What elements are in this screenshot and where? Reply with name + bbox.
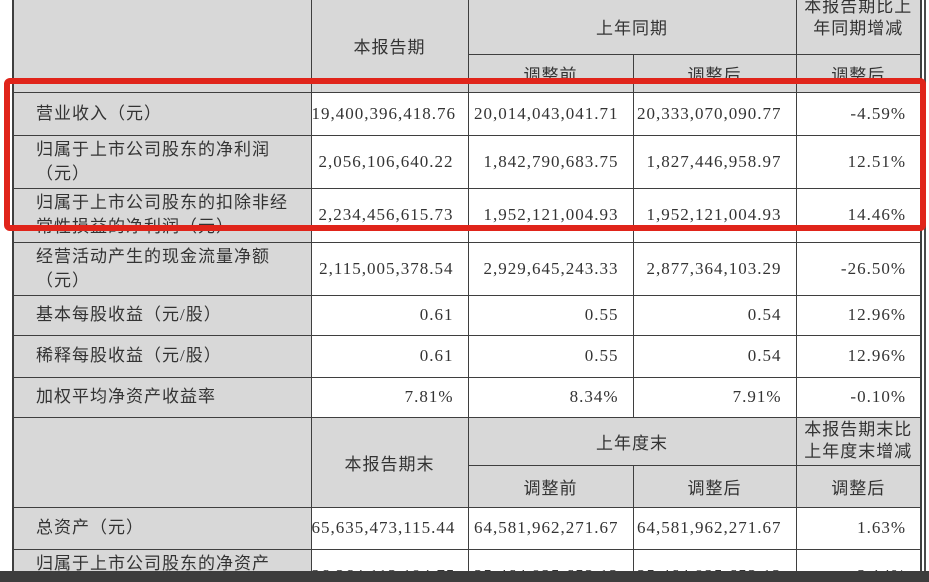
table-row: 营业收入（元） 19,400,396,418.76 20,014,043,041… — [12, 91, 922, 136]
current-period-cell: 19,400,396,418.76 — [310, 91, 469, 136]
current-period-cell: 0.61 — [310, 334, 469, 378]
row-label-cell: 归属于上市公司股东的扣除非经常性损益的净利润（元） — [12, 187, 312, 243]
header-prior-period-label: 上年同期 — [596, 19, 668, 39]
row-label-cell: 基本每股收益（元/股） — [12, 294, 312, 336]
page-right-edge — [924, 0, 926, 571]
page-bottom-bar — [0, 571, 929, 582]
row-label-cell: 总资产（元） — [12, 506, 312, 550]
prior-before-cell: 0.55 — [467, 294, 634, 336]
prior-after-cell: 1,827,446,958.97 — [632, 134, 797, 189]
header-change-after-adjust: 调整后 — [795, 464, 922, 508]
prior-after-cell: 7.91% — [632, 376, 797, 418]
table-row: 归属于上市公司股东的扣除非经常性损益的净利润（元） 2,234,456,615.… — [12, 187, 922, 243]
header-prior-year-end-group: 上年度末 — [467, 416, 797, 466]
prior-after-cell: 20,333,070,090.77 — [632, 91, 797, 136]
financial-summary-table: 本报告期 上年同期 本报告期比上年同期增减 调整前 调整后 调整后 营业收入（元… — [12, 0, 922, 582]
header-end-change-group-label: 本报告期末比上年度末增减 — [804, 420, 913, 461]
change-cell: -26.50% — [795, 241, 922, 296]
change-cell: -4.59% — [795, 91, 922, 136]
prior-before-cell: 1,842,790,683.75 — [467, 134, 634, 189]
header-end-change-group: 本报告期末比上年度末增减 — [795, 416, 922, 466]
prior-before-cell: 0.55 — [467, 334, 634, 378]
header-prior-period-group: 上年同期 — [467, 0, 797, 55]
change-cell: 14.46% — [795, 187, 922, 243]
prior-after-cell: 2,877,364,103.29 — [632, 241, 797, 296]
header-change-group: 本报告期比上年同期增减 — [795, 0, 922, 55]
table-row: 加权平均净资产收益率 7.81% 8.34% 7.91% -0.10% — [12, 376, 922, 418]
row-label-cell: 加权平均净资产收益率 — [12, 376, 312, 418]
prior-before-cell: 2,929,645,243.33 — [467, 241, 634, 296]
change-cell: -0.10% — [795, 376, 922, 418]
current-period-cell: 2,234,456,615.73 — [310, 187, 469, 243]
current-period-cell: 65,635,473,115.44 — [310, 506, 469, 550]
header-current-period-end: 本报告期末 — [310, 416, 469, 508]
prior-after-cell: 0.54 — [632, 294, 797, 336]
change-cell: 12.96% — [795, 334, 922, 378]
current-period-cell: 2,056,106,640.22 — [310, 134, 469, 189]
row-label-cell: 归属于上市公司股东的净利润（元） — [12, 134, 312, 189]
prior-after-cell: 1,952,121,004.93 — [632, 187, 797, 243]
current-period-cell: 0.61 — [310, 294, 469, 336]
header-after-adjust: 调整后 — [632, 464, 797, 508]
header-prior-year-end-label: 上年度末 — [596, 433, 668, 453]
header-current-period-label: 本报告期 — [353, 38, 426, 58]
table-row: 稀释每股收益（元/股） 0.61 0.55 0.54 12.96% — [12, 334, 922, 378]
header-before-adjust: 调整前 — [467, 464, 634, 508]
prior-before-cell: 1,952,121,004.93 — [467, 187, 634, 243]
prior-before-cell: 20,014,043,041.71 — [467, 91, 634, 136]
row-label-cell: 稀释每股收益（元/股） — [12, 334, 312, 378]
prior-after-cell: 0.54 — [632, 334, 797, 378]
table-row: 归属于上市公司股东的净利润（元） 2,056,106,640.22 1,842,… — [12, 134, 922, 189]
prior-after-cell: 64,581,962,271.67 — [632, 506, 797, 550]
header-current-period: 本报告期 — [310, 0, 469, 93]
change-cell: 12.51% — [795, 134, 922, 189]
prior-before-cell: 8.34% — [467, 376, 634, 418]
blank-corner-cell — [12, 0, 312, 93]
row-label-cell: 营业收入（元） — [12, 91, 312, 136]
change-cell: 12.96% — [795, 294, 922, 336]
current-period-cell: 7.81% — [310, 376, 469, 418]
prior-before-cell: 64,581,962,271.67 — [467, 506, 634, 550]
row-label-cell: 归属于上市公司股东的净资产（元） — [12, 548, 312, 582]
header-change-after-adjust: 调整后 — [795, 53, 922, 93]
header-after-adjust: 调整后 — [632, 53, 797, 93]
header-change-group-label: 本报告期比上年同期增减 — [804, 0, 913, 38]
row-label-cell: 经营活动产生的现金流量净额（元） — [12, 241, 312, 296]
current-period-cell: 2,115,005,378.54 — [310, 241, 469, 296]
header-before-adjust: 调整前 — [467, 53, 634, 93]
table-row: 经营活动产生的现金流量净额（元） 2,115,005,378.54 2,929,… — [12, 241, 922, 296]
table-row: 总资产（元） 65,635,473,115.44 64,581,962,271.… — [12, 506, 922, 550]
header-current-period-end-label: 本报告期末 — [344, 454, 435, 474]
table-row: 基本每股收益（元/股） 0.61 0.55 0.54 12.96% — [12, 294, 922, 336]
change-cell: 1.63% — [795, 506, 922, 550]
blank-corner-cell — [12, 416, 312, 508]
